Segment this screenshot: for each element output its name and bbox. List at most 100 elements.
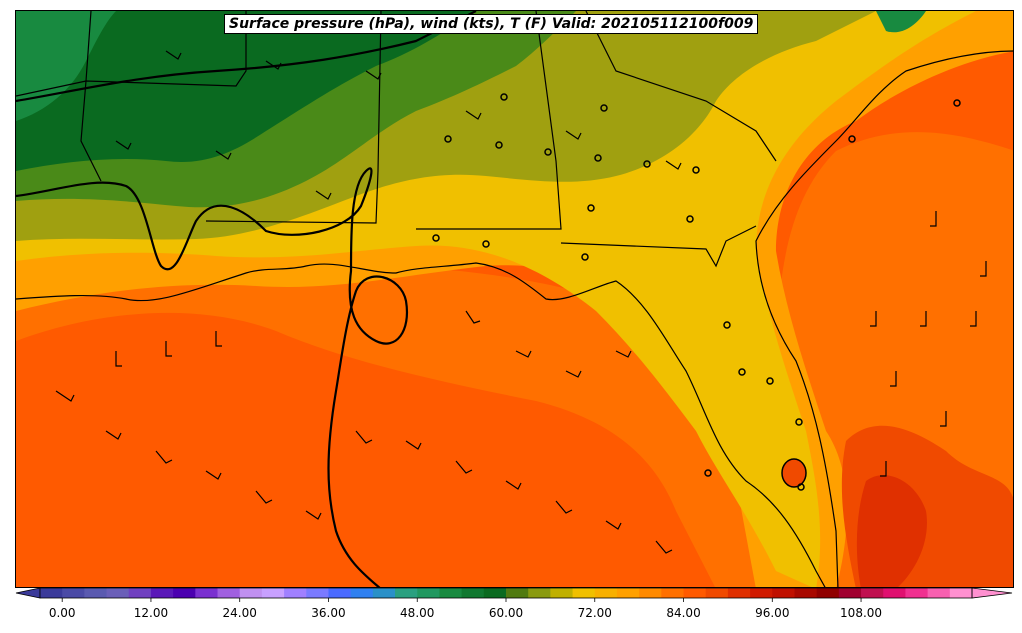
- isobar-west: [16, 167, 409, 587]
- colorbar-cell: [306, 588, 329, 598]
- station-marker: [766, 377, 774, 385]
- state-line-3: [560, 225, 757, 268]
- wind-barb: [265, 60, 282, 70]
- temperature-band-green-ne: [876, 11, 926, 33]
- wind-barb: [465, 310, 481, 324]
- colorbar-cell: [727, 588, 751, 598]
- wind-barb: [305, 510, 322, 520]
- station-marker: [643, 160, 651, 168]
- colorbar-cell: [616, 588, 640, 598]
- colorbar-tick-label: 24.00: [223, 606, 257, 620]
- colorbar-cell: [439, 588, 463, 598]
- station-marker: [500, 93, 508, 101]
- colorbar-tick-label: 72.00: [578, 606, 612, 620]
- colorbar-ticks: 0.00 12.00 24.00 36.00 48.00 60.00 72.00 84.00 9…: [49, 598, 882, 620]
- wind-barb: [890, 371, 897, 387]
- state-line-1: [205, 11, 382, 224]
- wind-barb: [205, 470, 222, 480]
- state-line-5: [80, 11, 102, 182]
- station-marker: [587, 204, 595, 212]
- wind-barb: [505, 480, 522, 490]
- wind-barb: [940, 411, 947, 427]
- colorbar-cell: [861, 588, 884, 598]
- station-marker: [495, 141, 503, 149]
- wind-barb: [920, 311, 927, 327]
- wind-barb: [605, 520, 622, 530]
- wind-barb: [880, 461, 887, 477]
- colorbar-extend-max: [971, 587, 1013, 599]
- colorbar-cell: [328, 588, 352, 598]
- colorbar-cell: [483, 588, 507, 598]
- colorbar-tick-label: 108.00: [840, 606, 882, 620]
- wind-barb: [970, 311, 977, 327]
- colorbar-cell: [750, 588, 773, 598]
- wind-barb: [255, 490, 273, 504]
- colorbar-cell: [705, 588, 729, 598]
- colorbar-cell: [927, 588, 951, 598]
- wind-barb: [465, 110, 482, 120]
- colorbar-cell: [62, 588, 85, 598]
- wind-barb: [165, 50, 182, 60]
- map-title: Surface pressure (hPa), wind (kts), T (F…: [224, 14, 759, 34]
- colorbar-cell: [173, 588, 196, 598]
- colorbar-cell: [905, 588, 929, 598]
- colorbar-cell: [417, 588, 440, 598]
- wind-barb: [555, 500, 573, 514]
- lake-okeechobee: [781, 458, 807, 488]
- colorbar-tick-label: 84.00: [666, 606, 700, 620]
- colorbar-cell: [395, 588, 418, 598]
- colorbar-tick-label: 0.00: [49, 606, 76, 620]
- station-marker: [581, 253, 589, 261]
- colorbar-cell: [217, 588, 241, 598]
- state-line-4: [16, 11, 247, 97]
- station-marker: [600, 104, 608, 112]
- wind-barb: [105, 430, 122, 440]
- station-marker: [738, 368, 746, 376]
- colorbar-tick-label: 48.00: [400, 606, 434, 620]
- colorbar-cell: [461, 588, 485, 598]
- wind-barb: [870, 311, 877, 327]
- map-canvas: [16, 11, 1013, 587]
- temperature-band-green: [16, 11, 116, 121]
- colorbar-cell: [594, 588, 618, 598]
- colorbar-cell: [639, 588, 662, 598]
- stations: [432, 93, 961, 491]
- colorbar-cell: [883, 588, 906, 598]
- colorbar-cell: [239, 588, 263, 598]
- station-marker: [686, 215, 694, 223]
- colorbar-tick-label: 60.00: [489, 606, 523, 620]
- weather-map: [15, 10, 1014, 588]
- gulf-coastline: [16, 262, 826, 587]
- wind-barb: [365, 70, 382, 80]
- temperature-band-red-florida-strait: [856, 475, 927, 587]
- wind-barbs: [55, 50, 987, 554]
- colorbar-cell: [84, 588, 108, 598]
- wind-barb: [215, 150, 232, 160]
- colorbar-cell: [772, 588, 795, 598]
- temperature-band-dark-green: [16, 11, 476, 171]
- wind-barb: [355, 430, 373, 444]
- wind-barb: [215, 331, 222, 347]
- station-marker: [544, 148, 552, 156]
- wind-barb: [315, 190, 332, 200]
- station-marker: [797, 483, 805, 491]
- colorbar-cell: [350, 588, 374, 598]
- station-marker: [482, 240, 490, 248]
- colorbar-cell: [661, 588, 685, 598]
- station-marker: [692, 166, 700, 174]
- station-marker: [723, 321, 731, 329]
- colorbar-cell: [106, 588, 130, 598]
- colorbar-cell: [683, 588, 707, 598]
- colorbar-cell: [150, 588, 174, 598]
- wind-barb: [980, 261, 987, 277]
- station-marker: [444, 135, 452, 143]
- colorbar-cell: [838, 588, 862, 598]
- wind-barb: [655, 540, 673, 554]
- colorbar-cell: [195, 588, 219, 598]
- colorbar-cell: [550, 588, 574, 598]
- station-marker: [594, 154, 602, 162]
- station-marker: [848, 135, 856, 143]
- wind-barb: [665, 160, 682, 170]
- wind-barb: [930, 211, 937, 227]
- colorbar-cells: [15, 587, 1013, 599]
